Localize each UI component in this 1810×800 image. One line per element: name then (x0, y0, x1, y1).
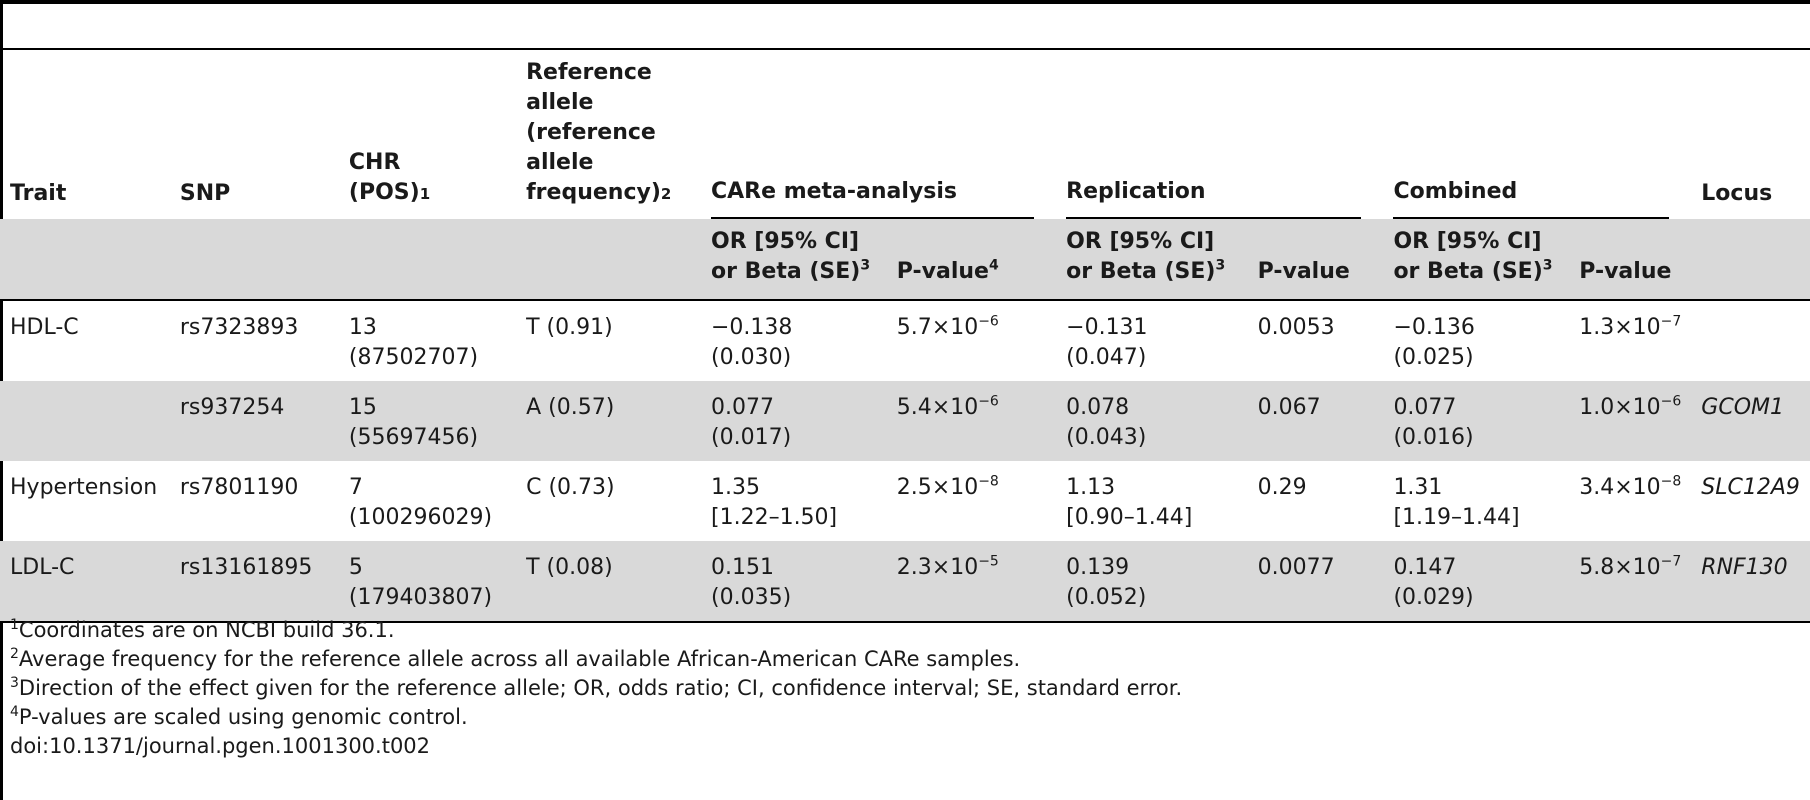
header-combined: Combined (1383, 48, 1692, 220)
doi-link[interactable]: doi:10.1371/journal.pgen.1001300.t002 (10, 734, 431, 758)
cell-chr-pos: 15 (55697456) (348, 395, 479, 450)
cell-reference-allele: A (0.57) (526, 395, 615, 420)
table-row: Hypertension rs7801190 7 (100296029) C (0.73… (0, 461, 1810, 541)
table-row: HDL-C rs7323893 13 (87502707) T (0.91) −0.138… (0, 300, 1810, 381)
left-border (0, 0, 3, 800)
cell-replication-effect: −0.131 (0.047) (1066, 315, 1148, 370)
cell-locus: RNF130 (1691, 541, 1810, 623)
cell-replication-pvalue: 0.29 (1257, 475, 1307, 500)
cell-care-pvalue: 2.3×10−5 (886, 541, 1057, 623)
header-locus: Locus (1691, 48, 1810, 219)
results-table: Trait SNP CHR (POS)1 Reference allele (r… (0, 48, 1810, 623)
footnote-1: 1Coordinates are on NCBI build 36.1. (10, 617, 395, 642)
cell-snp: rs937254 (179, 395, 285, 420)
cell-replication-effect: 0.078 (0.043) (1066, 395, 1147, 450)
cell-combined-effect: 0.147 (0.029) (1383, 541, 1570, 623)
header-replication: Replication (1056, 48, 1384, 220)
cell-care-effect: 1.35 [1.22–1.50] (711, 475, 838, 530)
cell-reference-allele: T (0.91) (526, 315, 613, 340)
top-border (0, 0, 1810, 4)
header-care-pvalue: P-value4 (886, 219, 1057, 301)
cell-chr-pos: 5 (179403807) (338, 541, 517, 623)
cell-locus: GCOM1 (1701, 395, 1784, 420)
cell-snp: rs13161895 (169, 541, 339, 623)
cell-replication-pvalue: 0.0053 (1257, 315, 1335, 340)
cell-reference-allele: C (0.73) (526, 475, 615, 500)
cell-combined-pvalue: 1.0×10−6 (1579, 393, 1682, 420)
header-replication-pvalue: P-value (1247, 219, 1384, 301)
cell-care-pvalue: 2.5×10−8 (896, 473, 999, 500)
cell-trait: LDL-C (0, 541, 170, 623)
cell-care-effect: −0.138 (0.030) (711, 315, 793, 370)
header-trait: Trait (0, 48, 170, 219)
cell-care-pvalue: 5.4×10−6 (896, 393, 999, 420)
footnote-4: 4P-values are scaled using genomic contr… (10, 704, 468, 729)
cell-replication-effect: 0.139 (0.052) (1056, 541, 1248, 623)
cell-reference-allele: T (0.08) (516, 541, 701, 623)
results-table-container: Trait SNP CHR (POS)1 Reference allele (r… (0, 48, 1810, 623)
cell-care-effect: 0.077 (0.017) (711, 395, 792, 450)
header-care-meta-analysis: CARe meta-analysis (701, 48, 1057, 220)
cell-trait: Hypertension (10, 475, 158, 500)
cell-care-pvalue: 5.7×10−6 (896, 313, 999, 340)
cell-combined-effect: 1.31 [1.19–1.44] (1393, 475, 1520, 530)
header-reference-allele: Reference allele (reference allele frequ… (516, 48, 701, 219)
footnote-2: 2Average frequency for the reference all… (10, 646, 1021, 671)
cell-combined-effect: 0.077 (0.016) (1393, 395, 1474, 450)
cell-replication-effect: 1.13 [0.90–1.44] (1066, 475, 1193, 530)
header-row-1: Trait SNP CHR (POS)1 Reference allele (r… (0, 48, 1810, 220)
cell-trait (0, 381, 170, 461)
cell-replication-pvalue: 0.067 (1257, 395, 1321, 420)
cell-combined-pvalue: 3.4×10−8 (1579, 473, 1682, 500)
cell-trait: HDL-C (10, 315, 79, 340)
table-row: LDL-C rs13161895 5 (179403807) T (0.08) 0.151… (0, 541, 1810, 623)
cell-chr-pos: 13 (87502707) (348, 315, 479, 370)
cell-combined-pvalue: 5.8×10−7 (1569, 541, 1692, 623)
cell-locus: SLC12A9 (1701, 475, 1800, 500)
header-replication-effect: OR [95% CI] or Beta (SE)3 (1056, 219, 1248, 301)
footnotes: 1Coordinates are on NCBI build 36.1. 2Av… (10, 616, 1182, 761)
cell-chr-pos: 7 (100296029) (348, 475, 493, 530)
header-care-effect: OR [95% CI] or Beta (SE)3 (701, 219, 887, 301)
header-combined-effect: OR [95% CI] or Beta (SE)3 (1383, 219, 1570, 301)
footnote-3: 3Direction of the effect given for the r… (10, 675, 1183, 700)
header-row-2: OR [95% CI] or Beta (SE)3 P-value4 OR [9… (0, 219, 1810, 301)
cell-locus (1691, 300, 1810, 381)
cell-replication-pvalue: 0.0077 (1247, 541, 1384, 623)
header-snp: SNP (169, 48, 339, 219)
cell-snp: rs7323893 (179, 315, 299, 340)
cell-combined-effect: −0.136 (0.025) (1393, 315, 1475, 370)
header-chr-pos: CHR (POS)1 (338, 48, 517, 219)
header-combined-pvalue: P-value (1569, 219, 1692, 301)
table-row: rs937254 15 (55697456) A (0.57) 0.077 (0.017)… (0, 381, 1810, 461)
table-body: HDL-C rs7323893 13 (87502707) T (0.91) −0.138… (0, 300, 1810, 623)
cell-snp: rs7801190 (179, 475, 299, 500)
cell-care-effect: 0.151 (0.035) (701, 541, 887, 623)
cell-combined-pvalue: 1.3×10−7 (1579, 313, 1682, 340)
